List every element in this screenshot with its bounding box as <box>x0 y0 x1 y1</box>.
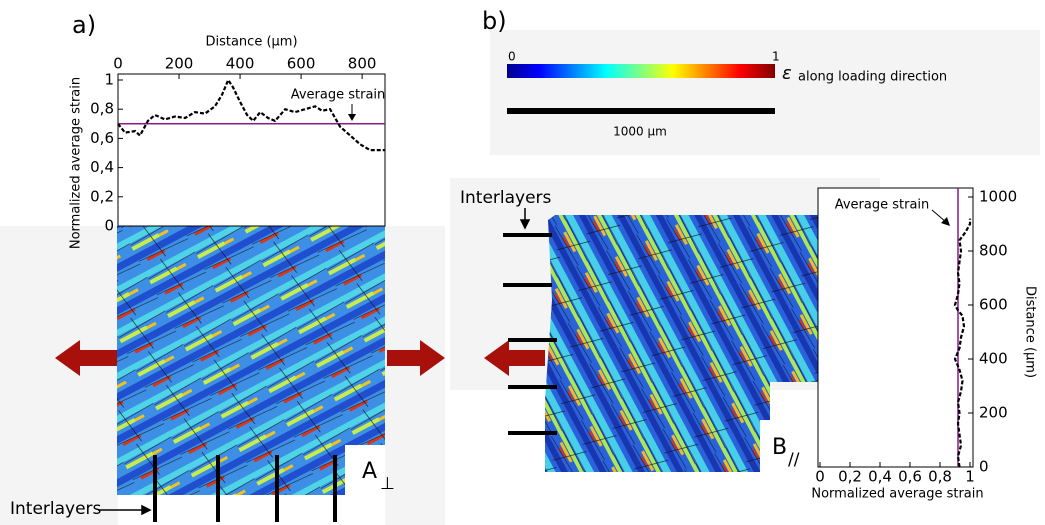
x-tick-label: 0,6 <box>898 468 922 486</box>
annotation-arrow-head <box>941 217 950 226</box>
y-axis-label: Distance (µm) <box>1023 286 1038 378</box>
x-tick-label: 0 <box>113 55 123 73</box>
plot-area <box>117 73 386 227</box>
x-tick-label: 0,4 <box>868 468 892 486</box>
x-tick-label: 1 <box>965 468 975 486</box>
colorbar-max: 1 <box>772 50 780 64</box>
x-axis-label: Normalized average strain <box>811 487 983 502</box>
strain-map <box>117 226 385 495</box>
colorbar-symbol: ε <box>782 63 792 84</box>
y-tick-label: 0,8 <box>90 100 114 118</box>
x-tick-label: 200 <box>165 55 194 73</box>
interlayers-label: Interlayers <box>10 499 102 519</box>
annotation-arrow-head <box>348 114 356 121</box>
map-label: B <box>772 435 787 460</box>
colorbar-min: 0 <box>508 50 516 64</box>
x-tick-label: 0 <box>815 468 825 486</box>
y-tick-label: 0,6 <box>90 129 114 147</box>
map-label-sub: // <box>788 450 800 470</box>
scale-bar <box>507 108 775 114</box>
colorbar <box>507 64 775 78</box>
x-tick-label: 800 <box>348 55 377 73</box>
y-tick-label: 0 <box>104 217 114 235</box>
strain-profile <box>117 77 385 152</box>
annotation: Average strain <box>291 88 386 103</box>
map-label-sub: ⊥ <box>380 474 395 494</box>
y-tick-label: 800 <box>979 242 1008 260</box>
colorbar-label: along loading direction <box>798 70 947 85</box>
y-tick-label: 0,4 <box>90 158 114 176</box>
x-tick-label: 0,8 <box>928 468 952 486</box>
backdrop <box>385 226 445 525</box>
panel-label: a) <box>72 11 96 39</box>
plot-area <box>817 187 974 468</box>
annotation: Average strain <box>835 198 930 213</box>
backdrop <box>0 226 118 525</box>
y-tick-label: 400 <box>979 350 1008 368</box>
y-tick-label: 0 <box>979 458 989 476</box>
y-axis-label: Normalized average strain <box>69 77 84 249</box>
annotation-arrow <box>931 209 947 223</box>
interlayer-marks <box>153 233 557 522</box>
y-tick-label: 1000 <box>979 188 1017 206</box>
x-tick-label: 400 <box>226 55 255 73</box>
pointer-arrows <box>98 208 531 516</box>
strain-profile <box>953 218 972 468</box>
interlayers-label: Interlayers <box>460 188 552 208</box>
x-tick-label: 0,2 <box>838 468 862 486</box>
y-tick-label: 600 <box>979 296 1008 314</box>
panel-label: b) <box>482 7 507 35</box>
x-tick-label: 600 <box>287 55 316 73</box>
x-axis-label: Distance (µm) <box>205 35 297 50</box>
y-tick-label: 1 <box>104 71 114 89</box>
map-label: A <box>362 459 377 484</box>
scale-bar-label: 1000 µm <box>613 125 667 139</box>
colorbar-panel <box>490 30 1040 155</box>
y-tick-label: 200 <box>979 404 1008 422</box>
y-tick-label: 0,2 <box>90 187 114 205</box>
strain-map <box>545 215 820 472</box>
